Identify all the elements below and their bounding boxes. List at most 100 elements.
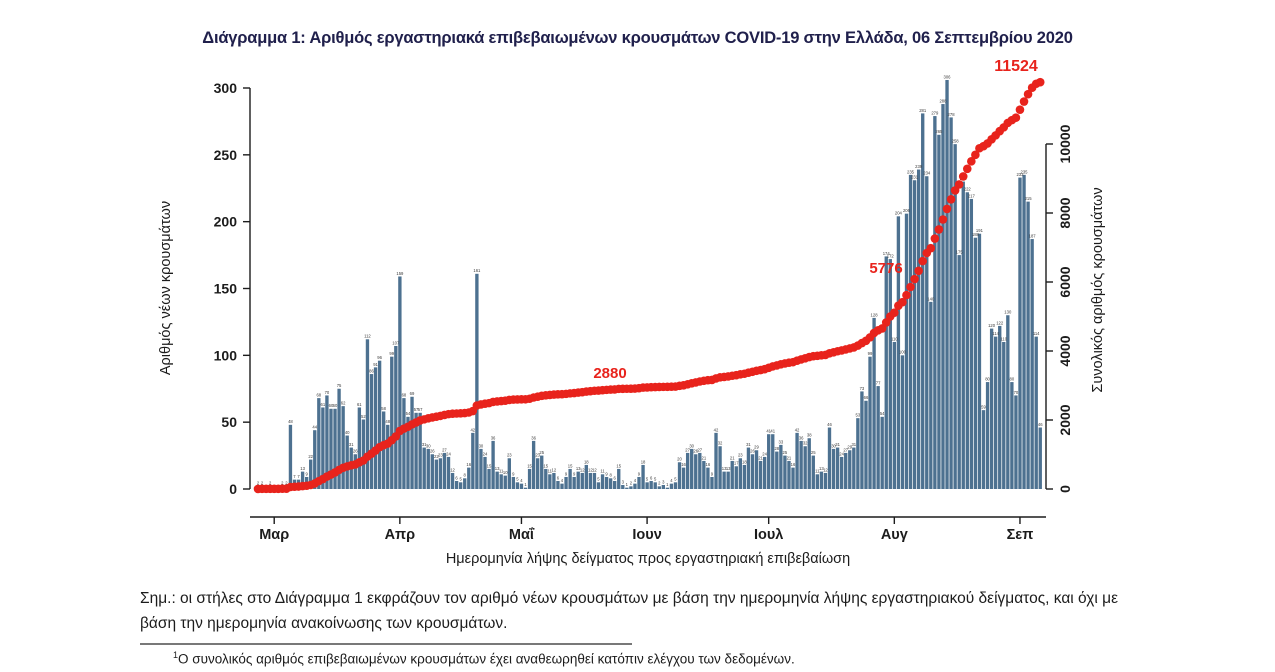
svg-text:66: 66 xyxy=(864,395,869,400)
svg-text:50: 50 xyxy=(221,414,237,430)
svg-text:114: 114 xyxy=(1033,331,1040,336)
svg-text:5776: 5776 xyxy=(869,260,902,277)
svg-text:9: 9 xyxy=(605,471,608,476)
svg-text:110: 110 xyxy=(1000,336,1007,341)
svg-text:7: 7 xyxy=(293,474,296,479)
svg-text:46: 46 xyxy=(1038,422,1043,427)
svg-text:31: 31 xyxy=(349,442,354,447)
svg-text:61: 61 xyxy=(357,402,362,407)
svg-text:16: 16 xyxy=(681,462,686,467)
svg-text:0: 0 xyxy=(1057,485,1073,493)
svg-text:120: 120 xyxy=(988,323,996,328)
svg-text:175: 175 xyxy=(956,249,964,254)
svg-text:6000: 6000 xyxy=(1057,266,1073,297)
svg-text:32: 32 xyxy=(718,441,723,446)
svg-text:30: 30 xyxy=(426,443,431,448)
svg-text:59: 59 xyxy=(981,405,986,410)
svg-text:31: 31 xyxy=(851,442,856,447)
svg-text:100: 100 xyxy=(899,350,907,355)
svg-text:23: 23 xyxy=(507,453,512,458)
svg-text:13: 13 xyxy=(576,466,581,471)
svg-text:306: 306 xyxy=(944,74,952,79)
svg-text:61: 61 xyxy=(321,402,326,407)
svg-text:2880: 2880 xyxy=(593,365,626,382)
svg-text:24: 24 xyxy=(839,451,844,456)
svg-text:279: 279 xyxy=(931,110,939,115)
svg-text:239: 239 xyxy=(915,164,923,169)
svg-text:114: 114 xyxy=(992,331,999,336)
bars-group xyxy=(256,79,1042,490)
svg-text:13: 13 xyxy=(300,466,305,471)
svg-text:278: 278 xyxy=(948,112,956,117)
right-axis: 0 2000 4000 6000 8000 10000 Συνολικός αριθμός … xyxy=(1045,124,1106,493)
svg-text:217: 217 xyxy=(968,193,976,198)
svg-text:235: 235 xyxy=(1021,169,1029,174)
svg-text:9: 9 xyxy=(305,471,308,476)
svg-text:2: 2 xyxy=(285,481,288,486)
svg-text:73: 73 xyxy=(860,386,865,391)
svg-text:Ιουλ: Ιουλ xyxy=(754,527,783,543)
svg-text:172: 172 xyxy=(887,253,895,258)
svg-text:32: 32 xyxy=(803,441,808,446)
svg-text:200: 200 xyxy=(214,214,238,230)
svg-text:Αυγ: Αυγ xyxy=(881,527,908,543)
svg-text:5: 5 xyxy=(516,477,519,482)
svg-text:15: 15 xyxy=(543,463,548,468)
svg-text:41: 41 xyxy=(770,429,775,434)
svg-text:12: 12 xyxy=(450,467,455,472)
svg-text:3: 3 xyxy=(662,479,665,484)
svg-text:2: 2 xyxy=(257,481,260,486)
svg-text:60: 60 xyxy=(333,403,338,408)
svg-text:128: 128 xyxy=(871,312,879,317)
svg-text:58: 58 xyxy=(381,406,386,411)
footnote-text: Ο συνολικός αριθμός επιβεβαιωμένων κρουσ… xyxy=(178,651,795,667)
svg-text:31: 31 xyxy=(746,442,751,447)
svg-text:4: 4 xyxy=(520,478,523,483)
svg-text:159: 159 xyxy=(396,271,404,276)
svg-text:174: 174 xyxy=(883,251,891,256)
svg-text:31: 31 xyxy=(422,442,427,447)
svg-text:41: 41 xyxy=(766,429,771,434)
svg-text:18: 18 xyxy=(641,459,646,464)
svg-text:7: 7 xyxy=(297,474,300,479)
svg-text:68: 68 xyxy=(402,393,407,398)
svg-text:6: 6 xyxy=(650,475,653,480)
svg-text:231: 231 xyxy=(911,175,919,180)
svg-text:99: 99 xyxy=(868,351,873,356)
svg-text:38: 38 xyxy=(807,433,812,438)
svg-text:2: 2 xyxy=(261,481,264,486)
svg-text:110: 110 xyxy=(891,336,898,341)
svg-text:86: 86 xyxy=(369,368,374,373)
svg-text:130: 130 xyxy=(1004,310,1012,315)
svg-text:29: 29 xyxy=(847,445,852,450)
svg-text:8: 8 xyxy=(609,473,612,478)
svg-text:2000: 2000 xyxy=(1057,404,1073,435)
svg-text:24: 24 xyxy=(762,451,767,456)
svg-text:44: 44 xyxy=(312,425,317,430)
svg-text:57: 57 xyxy=(418,407,423,412)
svg-text:191: 191 xyxy=(976,228,984,233)
svg-text:206: 206 xyxy=(903,208,911,213)
svg-text:215: 215 xyxy=(1025,196,1033,201)
svg-text:30: 30 xyxy=(689,443,694,448)
left-axis: 0 50 100 150 200 250 300 Αριθμός νέων κρουσμάτω… xyxy=(158,80,251,497)
svg-text:9: 9 xyxy=(573,471,576,476)
svg-text:16: 16 xyxy=(466,462,471,467)
svg-text:250: 250 xyxy=(214,147,238,163)
svg-text:48: 48 xyxy=(288,419,293,424)
svg-text:26: 26 xyxy=(430,449,435,454)
svg-text:4: 4 xyxy=(634,478,637,483)
svg-text:25: 25 xyxy=(539,450,544,455)
svg-text:150: 150 xyxy=(214,281,238,297)
svg-text:5: 5 xyxy=(459,477,462,482)
svg-text:8: 8 xyxy=(464,473,467,478)
svg-text:27: 27 xyxy=(442,447,447,452)
svg-text:2: 2 xyxy=(281,481,284,486)
svg-text:54: 54 xyxy=(880,411,885,416)
svg-text:12: 12 xyxy=(580,467,585,472)
svg-text:33: 33 xyxy=(779,439,784,444)
svg-text:12: 12 xyxy=(592,467,597,472)
